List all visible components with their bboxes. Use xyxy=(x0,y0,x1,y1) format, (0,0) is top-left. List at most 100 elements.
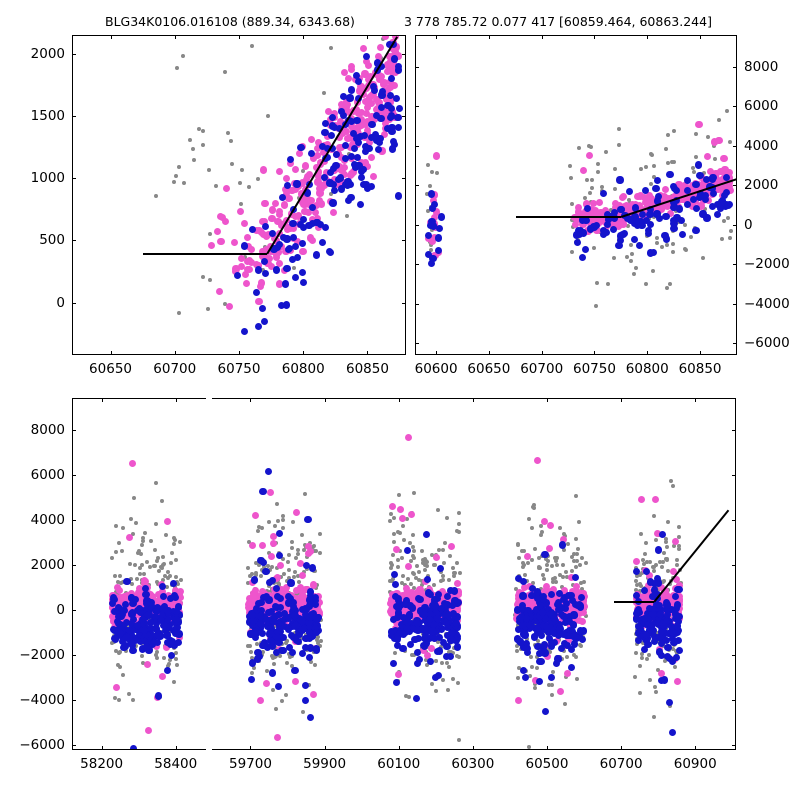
x-tick-mark-top xyxy=(436,35,438,39)
data-point-violet xyxy=(255,298,263,306)
data-point-violet xyxy=(707,167,715,176)
data-point-blue xyxy=(289,219,297,227)
data-point-blue xyxy=(329,181,338,189)
data-point-blue xyxy=(616,237,625,245)
data-point-gray xyxy=(120,672,125,677)
data-point-blue xyxy=(297,143,305,151)
data-point-gray xyxy=(140,536,145,541)
y-tick-label: 8000 xyxy=(744,58,779,75)
x-tick-mark-top xyxy=(250,398,252,402)
x-tick-mark xyxy=(239,351,240,355)
data-point-violet xyxy=(388,108,397,116)
data-point-gray xyxy=(238,202,243,207)
data-point-blue xyxy=(437,213,446,221)
data-point-violet xyxy=(214,227,222,235)
data-point-gray xyxy=(162,656,167,661)
data-point-violet xyxy=(259,252,267,260)
data-point-blue xyxy=(708,202,717,211)
data-point-blue xyxy=(347,117,356,126)
data-point-blue xyxy=(377,103,386,111)
data-point-violet xyxy=(702,186,710,195)
data-point-violet xyxy=(580,166,588,174)
data-point-violet xyxy=(589,214,597,223)
data-point-gray xyxy=(201,128,206,133)
data-point-blue xyxy=(616,232,624,240)
data-point-gray xyxy=(659,245,664,250)
data-point-violet xyxy=(367,100,375,108)
data-point-violet xyxy=(259,166,267,174)
data-point-blue xyxy=(321,129,329,137)
data-point-blue xyxy=(289,233,297,241)
data-point-gray xyxy=(154,580,159,585)
data-point-gray xyxy=(631,271,636,276)
x-tick-mark xyxy=(101,746,103,750)
data-point-violet xyxy=(681,182,689,190)
data-point-blue xyxy=(670,225,678,233)
data-point-violet xyxy=(280,201,288,209)
data-point-gray xyxy=(243,255,248,260)
data-point-blue xyxy=(383,125,391,133)
data-point-violet xyxy=(697,202,705,210)
data-point-violet xyxy=(381,35,390,41)
y-tick-mark xyxy=(733,145,737,147)
data-point-blue xyxy=(434,234,442,242)
data-point-gray xyxy=(153,548,158,553)
data-point-gray xyxy=(154,656,159,661)
data-point-gray xyxy=(665,133,670,138)
data-point-violet xyxy=(636,202,644,210)
x-tick-mark-top xyxy=(398,398,400,402)
data-point-violet xyxy=(109,618,117,626)
data-point-blue xyxy=(581,246,590,254)
data-point-blue xyxy=(318,238,327,247)
data-point-violet xyxy=(254,261,262,270)
data-point-violet xyxy=(314,224,323,232)
data-point-blue xyxy=(282,301,291,309)
x-tick-label: 60650 xyxy=(467,361,511,377)
data-point-blue xyxy=(268,229,276,238)
x-tick-label: 60100 xyxy=(377,756,421,772)
data-point-violet xyxy=(363,103,371,111)
y-tick-label: 4000 xyxy=(744,137,779,154)
data-point-gray xyxy=(154,653,159,658)
data-point-gray xyxy=(726,216,731,221)
data-point-violet xyxy=(595,199,603,207)
y-tick-mark-opposite xyxy=(732,745,736,747)
data-point-gray xyxy=(120,548,125,553)
data-point-violet xyxy=(276,168,284,176)
x-tick-mark-top xyxy=(594,35,596,39)
data-point-blue xyxy=(646,211,654,219)
data-point-gray xyxy=(173,656,178,661)
data-point-gray xyxy=(188,137,193,142)
data-point-violet xyxy=(257,283,265,291)
data-point-gray xyxy=(255,176,260,181)
data-point-violet xyxy=(288,187,296,195)
data-point-gray xyxy=(587,190,592,195)
top-right-panel xyxy=(415,35,737,355)
data-point-blue xyxy=(710,189,718,197)
data-point-violet xyxy=(153,643,161,651)
data-point-blue xyxy=(293,253,302,261)
data-point-blue xyxy=(428,217,436,226)
data-point-blue xyxy=(358,173,366,182)
data-point-violet xyxy=(705,197,713,205)
x-tick-mark-top xyxy=(472,398,474,402)
data-point-gray xyxy=(590,186,595,191)
data-point-gray xyxy=(651,164,656,169)
x-tick-mark-top xyxy=(175,398,177,402)
data-point-gray xyxy=(173,538,178,543)
data-point-blue xyxy=(395,192,403,200)
data-point-violet xyxy=(125,534,133,542)
data-point-gray xyxy=(171,179,176,184)
y-tick-label: −2000 xyxy=(744,256,790,273)
data-point-violet xyxy=(274,218,282,226)
data-point-gray xyxy=(689,235,694,240)
data-point-gray xyxy=(669,160,674,165)
data-point-violet xyxy=(163,644,171,651)
y-tick-mark xyxy=(733,343,737,345)
data-point-blue xyxy=(306,180,314,188)
data-point-blue xyxy=(647,249,655,257)
y-tick-label: 6000 xyxy=(30,466,65,483)
data-point-gray xyxy=(222,302,227,307)
data-point-blue xyxy=(645,229,653,238)
data-point-violet xyxy=(347,66,355,74)
